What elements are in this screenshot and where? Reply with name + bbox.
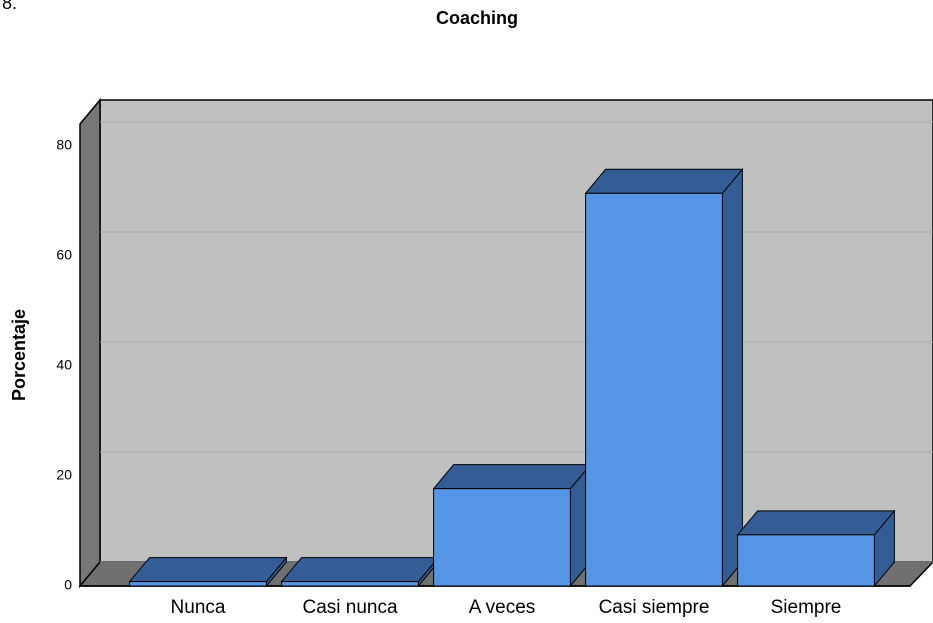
y-tick-label: 20 <box>56 467 72 483</box>
corner-label: 8. <box>2 0 17 13</box>
side-wall <box>79 97 101 589</box>
bar <box>433 488 571 587</box>
x-tick-label: Casi nunca <box>302 597 397 618</box>
y-tick-label: 60 <box>56 247 72 263</box>
y-tick-label: 80 <box>56 137 72 153</box>
bar <box>585 192 723 587</box>
y-axis-label: Porcentaje <box>9 309 29 401</box>
y-tick-label: 0 <box>64 577 72 593</box>
bar-top <box>584 168 744 194</box>
bar-top <box>280 557 440 583</box>
x-tick-label: A veces <box>469 597 536 618</box>
bar <box>737 534 875 587</box>
bar-top <box>736 510 896 536</box>
x-tick-label: Nunca <box>171 597 226 618</box>
chart-title: Coaching <box>436 8 518 28</box>
bar-side <box>721 167 743 588</box>
x-tick-label: Siempre <box>771 597 842 618</box>
bar-top <box>432 464 592 490</box>
bar-top <box>128 557 288 583</box>
bar <box>129 581 267 587</box>
x-tick-label: Casi siempre <box>599 597 710 618</box>
y-tick-label: 40 <box>56 357 72 373</box>
bar <box>281 581 419 587</box>
